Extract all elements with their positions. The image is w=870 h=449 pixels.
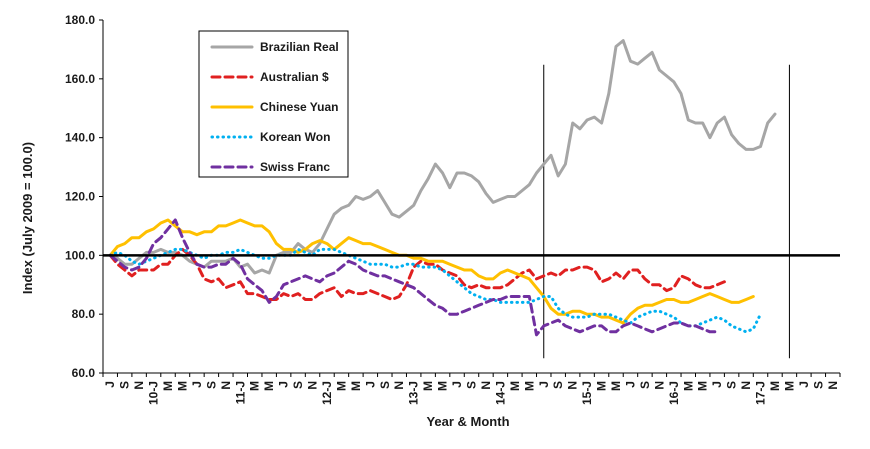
y-axis-ticks: 60.0 80.0 100.0 120.0 140.0 160.0 180.0 — [65, 13, 103, 380]
x-tick-label: M — [609, 381, 623, 391]
x-tick-label: J — [103, 381, 117, 388]
legend-label: Korean Won — [260, 130, 330, 144]
x-tick-label: S — [551, 381, 565, 389]
x-tick-label: S — [204, 381, 218, 389]
x-tick-label: M — [782, 381, 796, 391]
x-tick-label: S — [118, 381, 132, 389]
series-line — [108, 218, 755, 325]
x-tick-label: M — [681, 381, 695, 391]
x-tick-label: S — [378, 381, 392, 389]
x-tick-label: M — [248, 381, 262, 391]
x-tick-label: J — [190, 381, 204, 388]
x-tick-label: 11-J — [233, 381, 247, 404]
x-tick-label: N — [826, 381, 840, 390]
x-tick-label: J — [710, 381, 724, 388]
x-tick-label: J — [623, 381, 637, 388]
y-tick-label: 180.0 — [65, 13, 95, 27]
x-tick-label: M — [595, 381, 609, 391]
x-tick-label: 14-J — [493, 381, 507, 405]
x-tick-label: M — [508, 381, 522, 391]
x-tick-label: N — [219, 381, 233, 390]
x-tick-label: 12-J — [320, 381, 334, 405]
y-tick-label: 60.0 — [72, 366, 96, 380]
x-tick-label: M — [262, 381, 276, 391]
x-tick-label: M — [175, 381, 189, 391]
x-tick-label: J — [450, 381, 464, 388]
y-tick-label: 80.0 — [72, 307, 96, 321]
x-tick-label: M — [768, 381, 782, 391]
x-tick-label: S — [291, 381, 305, 389]
legend-box — [198, 30, 349, 178]
y-tick-label: 160.0 — [65, 72, 95, 86]
x-axis-title: Year & Month — [426, 414, 509, 429]
x-axis-ticks: J S N 10-J M M J S N 11-J M M J S N 12-J M M J S N 13-J M M J S N 1… — [102, 373, 841, 405]
x-tick-label: 13-J — [407, 381, 421, 405]
x-tick-label: N — [739, 381, 753, 390]
x-tick-label: M — [349, 381, 363, 391]
x-tick-label: S — [811, 381, 825, 389]
legend-label: Swiss Franc — [260, 160, 330, 174]
series-line — [108, 39, 777, 275]
x-tick-label: J — [797, 381, 811, 388]
x-tick-label: M — [436, 381, 450, 391]
x-tick-label: J — [277, 381, 291, 388]
y-axis-title: Index (July 2009 = 100.0) — [20, 142, 35, 294]
x-tick-label: S — [638, 381, 652, 389]
legend-label: Chinese Yuan — [260, 100, 338, 114]
x-tick-label: N — [479, 381, 493, 390]
x-tick-label: M — [161, 381, 175, 391]
x-tick-label: 10-J — [147, 381, 161, 405]
x-tick-label: M — [334, 381, 348, 391]
series-line — [108, 247, 726, 301]
x-tick-label: N — [132, 381, 146, 390]
y-tick-label: 100.0 — [65, 248, 95, 262]
x-tick-label: N — [306, 381, 320, 390]
x-tick-label: S — [725, 381, 739, 389]
x-tick-label: 15-J — [580, 381, 594, 405]
y-tick-label: 140.0 — [65, 131, 95, 145]
x-tick-label: M — [696, 381, 710, 391]
x-tick-label: N — [652, 381, 666, 390]
series-line — [108, 218, 719, 337]
legend-label: Brazilian Real — [260, 40, 339, 54]
x-tick-label: M — [421, 381, 435, 391]
x-tick-label: J — [537, 381, 551, 388]
x-tick-label: N — [566, 381, 580, 390]
legend-label: Australian $ — [260, 70, 329, 84]
x-tick-label: M — [522, 381, 536, 391]
x-tick-label: J — [363, 381, 377, 388]
x-tick-label: N — [392, 381, 406, 390]
legend: Brazilian Real Australian $ Chinese Yuan Ko… — [198, 30, 349, 178]
y-tick-label: 120.0 — [65, 190, 95, 204]
x-tick-label: 17-J — [754, 381, 768, 405]
x-tick-label: 16-J — [667, 381, 681, 405]
vertical-markers — [543, 64, 790, 359]
x-tick-label: S — [465, 381, 479, 389]
